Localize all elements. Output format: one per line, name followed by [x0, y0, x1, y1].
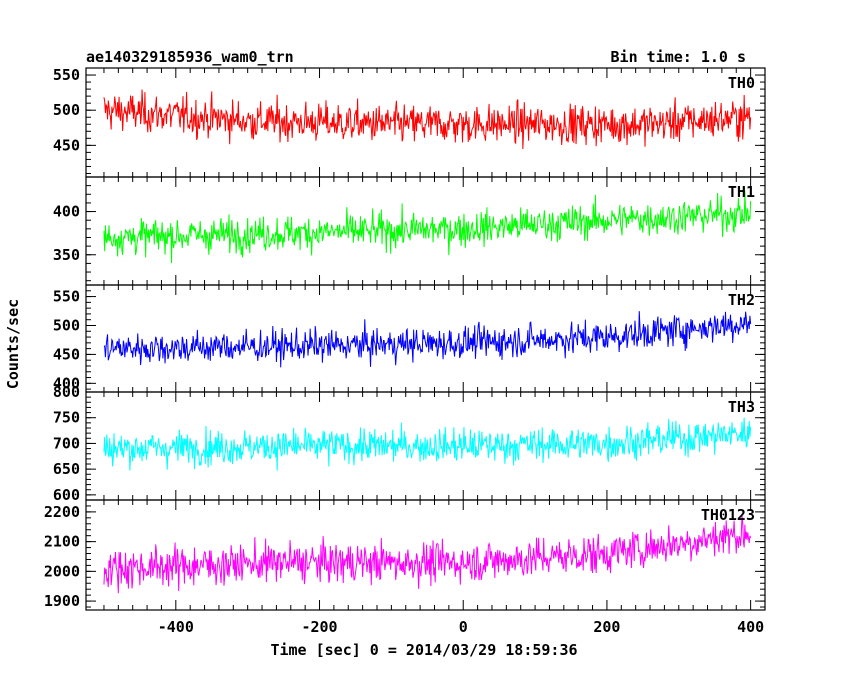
x-axis-label: Time [sec] 0 = 2014/03/29 18:59:36	[270, 641, 577, 659]
y-tick-label: 400	[53, 203, 80, 221]
series-line-th1	[103, 190, 752, 263]
panel-frame-th0123	[85, 499, 766, 611]
x-tick-label: 200	[593, 618, 620, 636]
y-tick-label: 700	[53, 434, 80, 452]
panel-label-th0123: TH0123	[701, 506, 755, 524]
y-tick-label: 800	[53, 383, 80, 401]
y-tick-label: 2000	[44, 562, 80, 580]
y-tick-label: 650	[53, 460, 80, 478]
y-axis-label: Counts/sec	[4, 299, 22, 389]
y-tick-label: 550	[53, 288, 80, 306]
y-tick-label: 450	[53, 345, 80, 363]
axis-ticks	[86, 67, 765, 610]
series-line-th0	[103, 89, 752, 149]
y-tick-label: 2100	[44, 533, 80, 551]
panel-label-th0: TH0	[728, 74, 755, 92]
panel-frames	[85, 67, 766, 611]
x-tick-label: 400	[737, 618, 764, 636]
y-tick-label: 550	[53, 66, 80, 84]
y-tick-label: 1900	[44, 592, 80, 610]
panel-label-th3: TH3	[728, 398, 755, 416]
y-tick-label: 400	[53, 374, 80, 392]
y-tick-label: 2200	[44, 503, 80, 521]
y-tick-label: 500	[53, 101, 80, 119]
y-tick-label: 350	[53, 246, 80, 264]
x-tick-label: 0	[459, 618, 468, 636]
x-tick-label: -200	[301, 618, 337, 636]
y-tick-label: 450	[53, 136, 80, 154]
x-tick-label: -400	[158, 618, 194, 636]
traces	[103, 89, 752, 594]
y-tick-label: 500	[53, 316, 80, 334]
series-line-th0123	[103, 514, 752, 594]
y-tick-label: 750	[53, 409, 80, 427]
series-line-th3	[103, 417, 752, 471]
chart-title-right: Bin time: 1.0 s	[611, 48, 746, 66]
chart-title-left: ae140329185936_wam0_trn	[86, 48, 294, 66]
series-line-th2	[103, 311, 752, 368]
y-tick-label: 600	[53, 486, 80, 504]
panel-frame-th2	[85, 284, 766, 393]
axis-labels: 450 500 550 TH0 350 400 TH1 400 450 500 550 TH2 600 6…	[44, 66, 764, 636]
panel-label-th1: TH1	[728, 183, 755, 201]
panel-label-th2: TH2	[728, 291, 755, 309]
